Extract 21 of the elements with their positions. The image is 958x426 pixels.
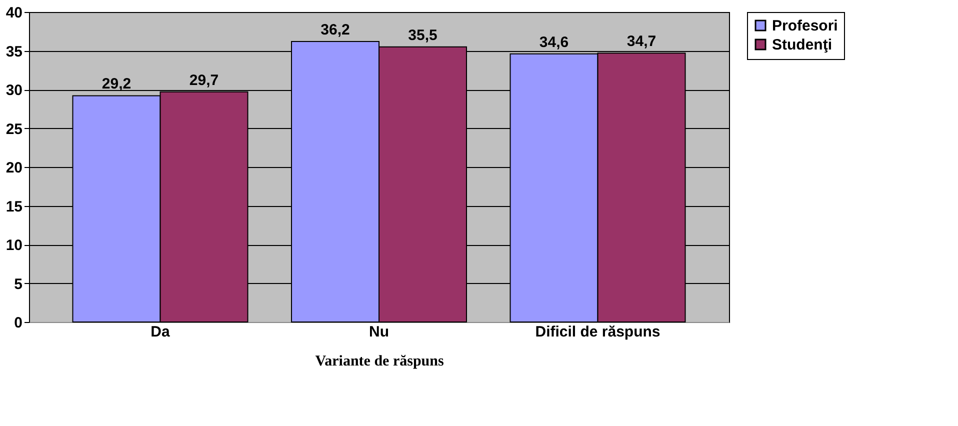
- data-label: 36,2: [320, 21, 350, 38]
- y-tick-label: 0: [14, 314, 22, 332]
- data-label: 34,7: [626, 33, 656, 50]
- data-label: 29,7: [189, 72, 219, 89]
- x-tick-label: Dificil de răspuns: [535, 324, 660, 340]
- data-label: 35,5: [408, 26, 438, 44]
- x-tick-label: Nu: [369, 324, 389, 340]
- x-tick-label: Da: [150, 324, 170, 340]
- data-label: 29,2: [102, 76, 132, 93]
- y-tick-label: 5: [14, 276, 22, 293]
- y-tick-label: 25: [6, 120, 22, 138]
- legend-label: Profesori: [772, 18, 838, 34]
- data-label: 34,6: [539, 34, 569, 51]
- x-axis-title: Variante de răspuns: [315, 354, 444, 370]
- legend-label: Studenţi: [772, 36, 832, 54]
- y-tick-label: 35: [6, 43, 22, 60]
- y-tick-label: 20: [6, 160, 22, 176]
- y-tick-label: 30: [6, 82, 22, 99]
- y-tick-label: 15: [6, 198, 22, 216]
- y-tick-label: 40: [6, 4, 22, 22]
- y-tick-label: 10: [6, 237, 22, 254]
